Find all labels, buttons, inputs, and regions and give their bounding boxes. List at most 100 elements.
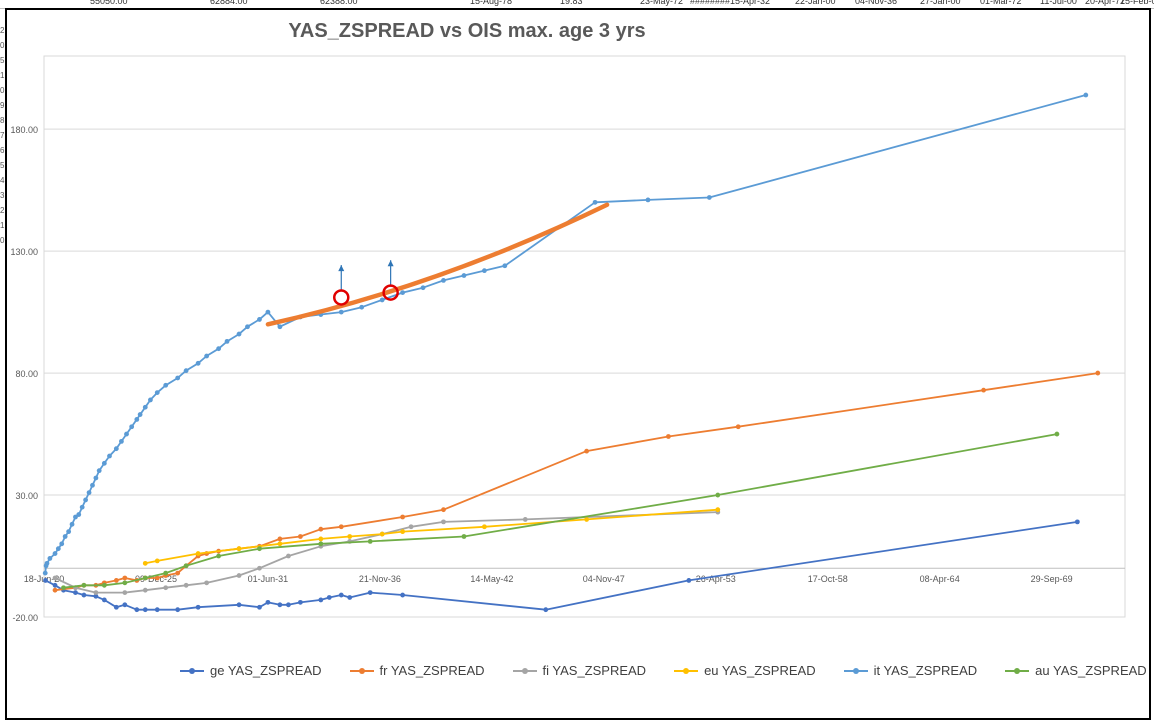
data-point [236,331,242,337]
chart-legend[interactable]: ge YAS_ZSPREAD fr YAS_ZSPREAD fi YAS_ZSPRE… [180,663,1147,678]
data-point [277,324,283,330]
data-point [1074,519,1080,525]
data-point [706,195,712,200]
x-tick-label: 26-Apr-53 [696,574,736,584]
data-point [81,582,87,588]
spreadsheet-cell: 19.83 [560,0,583,6]
spreadsheet-cell: 27-Jan-00 [920,0,961,6]
data-point [645,197,651,203]
legend-item[interactable]: it YAS_ZSPREAD [843,663,977,678]
chart-title: YAS_ZSPREAD vs OIS max. age 3 yrs [288,20,646,42]
data-point [715,492,721,498]
data-point [90,482,95,488]
spreadsheet-row-number: 5 [0,56,5,65]
trend-line-annotation [265,202,610,327]
x-tick-label: 08-Apr-64 [920,574,960,584]
data-point [379,297,385,303]
data-point [245,324,250,330]
data-point [195,360,201,366]
data-point [347,595,353,600]
data-point [101,460,107,466]
data-point [1083,92,1089,98]
data-point [367,590,373,596]
data-point [408,524,414,530]
data-point [286,553,291,559]
data-point [224,338,230,344]
data-point [163,585,169,591]
spreadsheet-row-number: 0 [0,41,5,50]
data-point [735,424,741,430]
data-point [347,534,353,539]
data-point [107,453,112,459]
data-point [216,553,222,559]
data-point [55,546,61,552]
legend-item[interactable]: eu YAS_ZSPREAD [674,663,816,678]
data-point [257,546,262,552]
data-point [52,551,58,556]
data-point [441,278,446,283]
data-point [79,504,85,510]
data-point [297,599,303,605]
data-point [122,602,128,608]
data-point [119,438,124,444]
data-point [44,560,50,566]
data-point [83,497,88,503]
data-point [175,607,181,613]
legend-label: fr YAS_ZSPREAD [379,663,485,678]
data-point [461,534,467,539]
data-point [338,524,344,530]
data-point [47,556,53,561]
data-point [318,526,324,532]
data-point [441,507,446,513]
spreadsheet-row-number: 2 [0,206,5,215]
data-point [69,521,75,527]
highlight-circle [333,289,350,306]
x-tick-label: 21-Nov-36 [359,574,401,584]
data-point [183,368,189,374]
data-point [326,595,332,600]
y-tick-label: 80.00 [15,369,38,379]
data-point [142,404,148,410]
data-point [257,317,262,322]
legend-swatch [1005,666,1030,676]
data-point [204,353,210,359]
data-point [52,575,58,581]
data-point [686,578,692,583]
spreadsheet-row-number: 1 [0,71,5,80]
series-line [45,521,1078,611]
spreadsheet-row-number: 5 [0,161,5,170]
data-point [142,560,148,566]
data-point [134,607,140,613]
arrow-head [387,260,394,267]
legend-item[interactable]: fi YAS_ZSPREAD [512,663,646,678]
data-point [666,434,671,439]
legend-item[interactable]: fr YAS_ZSPREAD [349,663,485,678]
x-tick-label: 14-May-42 [470,574,513,584]
data-point [101,597,107,603]
legend-swatch [512,666,537,676]
legend-item[interactable]: ge YAS_ZSPREAD [180,663,322,678]
spreadsheet-row-number: 3 [0,191,5,200]
series-line [44,94,1087,574]
data-point [122,580,128,586]
data-point [420,285,426,291]
data-point [134,417,140,422]
x-tick-label: 01-Jun-31 [248,574,289,584]
spreadsheet-cell: 15-Apr-32 [730,0,771,6]
data-point [93,475,99,481]
spreadsheet-row-number: 8 [0,116,5,125]
plot-area [43,55,1126,618]
data-point [52,582,58,588]
data-point [461,273,467,278]
data-point [52,587,58,593]
legend-item[interactable]: au YAS_ZSPREAD [1005,663,1147,678]
data-point [265,599,271,605]
spreadsheet-cell: 20-Apr-71 [1085,0,1126,6]
data-point [142,587,148,593]
data-point [137,412,143,417]
y-tick-label: -20.00 [12,613,38,623]
data-point [101,582,107,588]
data-point [1054,431,1060,437]
data-point [338,309,344,315]
highlight-circle [382,284,399,301]
